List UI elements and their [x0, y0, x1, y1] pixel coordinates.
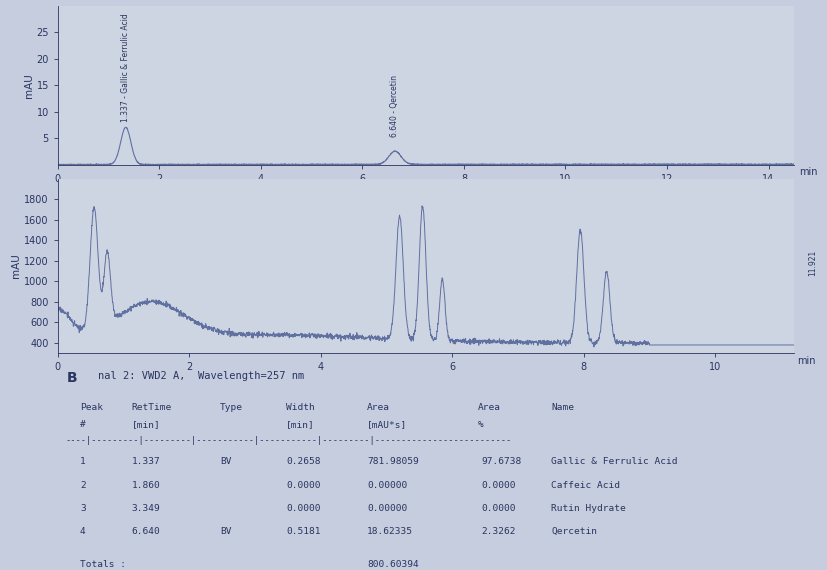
Text: Qercetin: Qercetin: [551, 527, 597, 536]
Text: 0.0000: 0.0000: [286, 504, 321, 513]
Text: ----|---------|---------|-----------|-----------|---------|---------------------: ----|---------|---------|-----------|---…: [65, 437, 512, 446]
Text: 800.60394: 800.60394: [367, 560, 418, 569]
Text: 2: 2: [80, 481, 86, 490]
Text: #: #: [80, 420, 86, 429]
Text: min: min: [799, 168, 818, 177]
Text: 97.6738: 97.6738: [481, 457, 521, 466]
Text: 1: 1: [80, 457, 86, 466]
Text: BV: BV: [220, 457, 232, 466]
Text: Area: Area: [367, 403, 390, 412]
Text: 0.2658: 0.2658: [286, 457, 321, 466]
Text: B: B: [67, 371, 78, 385]
Text: Caffeic Acid: Caffeic Acid: [551, 481, 620, 490]
Text: 0.0000: 0.0000: [286, 481, 321, 490]
Text: 18.62335: 18.62335: [367, 527, 413, 536]
Text: Area: Area: [477, 403, 500, 412]
Text: Rutin Hydrate: Rutin Hydrate: [551, 504, 626, 513]
Text: 6.640: 6.640: [131, 527, 160, 536]
Text: RetTime: RetTime: [131, 403, 172, 412]
Text: [min]: [min]: [286, 420, 315, 429]
Text: Gallic & Ferrulic Acid: Gallic & Ferrulic Acid: [551, 457, 677, 466]
Text: 1.860: 1.860: [131, 481, 160, 490]
Text: 3.349: 3.349: [131, 504, 160, 513]
Text: [mAU*s]: [mAU*s]: [367, 420, 407, 429]
Text: BV: BV: [220, 527, 232, 536]
Text: Peak: Peak: [80, 403, 103, 412]
Text: Width: Width: [286, 403, 315, 412]
Text: 0.0000: 0.0000: [481, 504, 515, 513]
Text: min: min: [797, 356, 815, 367]
Text: 11.921: 11.921: [808, 250, 817, 276]
Text: Name: Name: [551, 403, 574, 412]
Text: 0.0000: 0.0000: [481, 481, 515, 490]
Text: 3: 3: [80, 504, 86, 513]
Text: 1.337 - Gallic & Ferrulic Acid: 1.337 - Gallic & Ferrulic Acid: [122, 14, 131, 123]
Text: 1.337: 1.337: [131, 457, 160, 466]
Text: [min]: [min]: [131, 420, 160, 429]
Text: 4: 4: [80, 527, 86, 536]
Text: Totals :: Totals :: [80, 560, 126, 569]
Text: Type: Type: [220, 403, 243, 412]
Y-axis label: mAU: mAU: [12, 254, 22, 278]
Text: nal 2: VWD2 A,  Wavelength=257 nm: nal 2: VWD2 A, Wavelength=257 nm: [98, 371, 304, 381]
Text: 0.5181: 0.5181: [286, 527, 321, 536]
Text: 6.640 - Qercetin: 6.640 - Qercetin: [390, 75, 399, 137]
Y-axis label: mAU: mAU: [24, 73, 34, 97]
Text: 2.3262: 2.3262: [481, 527, 515, 536]
Text: 0.00000: 0.00000: [367, 481, 407, 490]
Text: 781.98059: 781.98059: [367, 457, 418, 466]
Text: 0.00000: 0.00000: [367, 504, 407, 513]
Text: %: %: [477, 420, 483, 429]
